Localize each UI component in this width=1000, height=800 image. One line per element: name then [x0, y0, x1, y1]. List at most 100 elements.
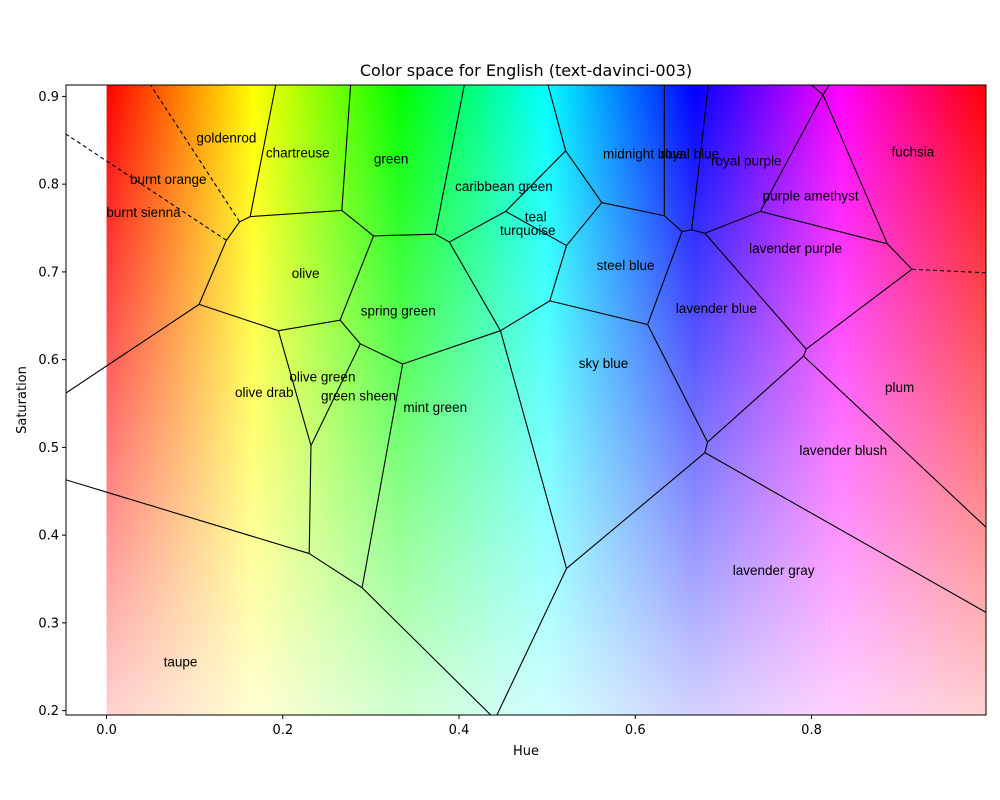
- voronoi-edge: [647, 324, 709, 443]
- voronoi-edge: [663, 215, 683, 232]
- voronoi-edge: [198, 240, 227, 305]
- voronoi-edge: [566, 202, 603, 246]
- voronoi-edge: [277, 330, 312, 446]
- voronoi-edge: [250, 209, 342, 218]
- voronoi-edge: [704, 452, 986, 613]
- voronoi-edge: [339, 319, 361, 345]
- x-tick-label: 0.2: [272, 723, 293, 738]
- color-label: goldenrod: [196, 131, 256, 146]
- voronoi-edge: [198, 303, 279, 332]
- voronoi-edge: [496, 568, 568, 715]
- voronoi-edge: [803, 355, 986, 528]
- voronoi-edge: [341, 210, 374, 237]
- color-label: caribbean green: [455, 179, 553, 194]
- y-tick-label: 0.7: [38, 265, 59, 280]
- voronoi-edge: [681, 229, 692, 233]
- color-label: plum: [885, 380, 914, 395]
- voronoi-edge: [707, 355, 804, 443]
- color-label: turquoise: [500, 223, 556, 238]
- voronoi-edge: [886, 243, 913, 270]
- color-label: green: [374, 152, 409, 167]
- color-label: fuchsia: [891, 145, 934, 160]
- voronoi-edge: [339, 235, 375, 321]
- voronoi-edge: [549, 300, 648, 326]
- voronoi-edge: [308, 445, 312, 554]
- color-label: burnt orange: [130, 172, 207, 187]
- voronoi-edge-dashed: [911, 268, 986, 274]
- color-label: olive green: [289, 369, 355, 384]
- plot-frame: [65, 84, 987, 716]
- voronoi-edge: [691, 85, 709, 230]
- voronoi-edge: [434, 233, 450, 243]
- voronoi-edge: [760, 210, 888, 245]
- voronoi-edge: [361, 363, 404, 588]
- voronoi-edge: [704, 210, 761, 234]
- voronoi-edge: [341, 85, 352, 211]
- y-tick-label: 0.2: [38, 704, 59, 719]
- voronoi-edge: [278, 319, 341, 332]
- voronoi-edge: [803, 348, 807, 357]
- color-label: mint green: [403, 400, 467, 415]
- voronoi-edge-dashed: [150, 85, 241, 223]
- voronoi-edge: [822, 94, 888, 245]
- y-axis: 0.2 0.3 0.4 0.5 0.6 0.7 0.8 0.9: [38, 90, 66, 719]
- voronoi-edge: [448, 241, 501, 331]
- color-label: royal blue: [661, 146, 720, 161]
- voronoi-edge: [434, 85, 465, 235]
- color-labels: goldenrod burnt orange burnt sienna chartre…: [106, 131, 934, 670]
- voronoi-edge: [239, 216, 251, 223]
- y-tick-label: 0.8: [38, 178, 59, 193]
- color-label: olive drab: [235, 385, 294, 400]
- color-label: lavender blue: [676, 301, 757, 316]
- color-label: teal: [525, 210, 547, 225]
- voronoi-edge: [225, 221, 241, 241]
- voronoi-edge: [759, 94, 824, 212]
- voronoi-edge: [647, 231, 683, 325]
- voronoi-edge: [601, 202, 665, 217]
- voronoi-edge: [500, 300, 551, 332]
- y-tick-label: 0.3: [38, 616, 59, 631]
- x-tick-label: 0.8: [801, 723, 822, 738]
- color-label: royal purple: [711, 153, 782, 168]
- plot-area: goldenrod burnt orange burnt sienna chartre…: [66, 85, 986, 715]
- voronoi-edge: [308, 553, 363, 589]
- voronoi-edge: [66, 303, 200, 394]
- voronoi-edge: [704, 441, 709, 453]
- color-label: lavender purple: [749, 241, 842, 256]
- voronoi-edge: [805, 268, 913, 350]
- color-label: lavender gray: [733, 563, 815, 578]
- color-label: lavender blush: [799, 443, 887, 458]
- voronoi-edge: [704, 232, 807, 350]
- color-label: taupe: [164, 654, 198, 669]
- voronoi-edge: [360, 343, 403, 365]
- voronoi-edge: [565, 150, 603, 203]
- x-axis: 0.0 0.2 0.4 0.6 0.8: [96, 715, 822, 738]
- y-tick-label: 0.6: [38, 353, 59, 368]
- voronoi-edge: [66, 479, 310, 555]
- out-of-range-area: [66, 85, 107, 715]
- color-label: steel blue: [597, 258, 655, 273]
- voronoi-edge: [691, 229, 706, 234]
- x-axis-title: Hue: [513, 744, 539, 759]
- color-label: sky blue: [579, 356, 629, 371]
- color-label: midnight blue: [603, 146, 683, 161]
- voronoi-edge: [549, 245, 568, 302]
- color-label: purple amethyst: [763, 189, 859, 204]
- color-label: chartreuse: [266, 146, 330, 161]
- voronoi-edge: [822, 85, 830, 95]
- voronoi-edge: [402, 330, 501, 365]
- voronoi-edge: [505, 150, 567, 212]
- voronoi-edge: [373, 233, 436, 237]
- color-label: spring green: [361, 304, 436, 319]
- y-tick-label: 0.4: [38, 529, 59, 544]
- chart-title: Color space for English (text-davinci-00…: [360, 61, 692, 80]
- voronoi-edge: [811, 85, 824, 96]
- x-tick-label: 0.0: [96, 723, 117, 738]
- y-tick-label: 0.9: [38, 90, 59, 105]
- y-tick-label: 0.5: [38, 441, 59, 456]
- voronoi-edge: [249, 85, 277, 217]
- x-tick-label: 0.4: [449, 723, 470, 738]
- y-axis-title: Saturation: [15, 366, 30, 434]
- voronoi-edge: [449, 210, 506, 243]
